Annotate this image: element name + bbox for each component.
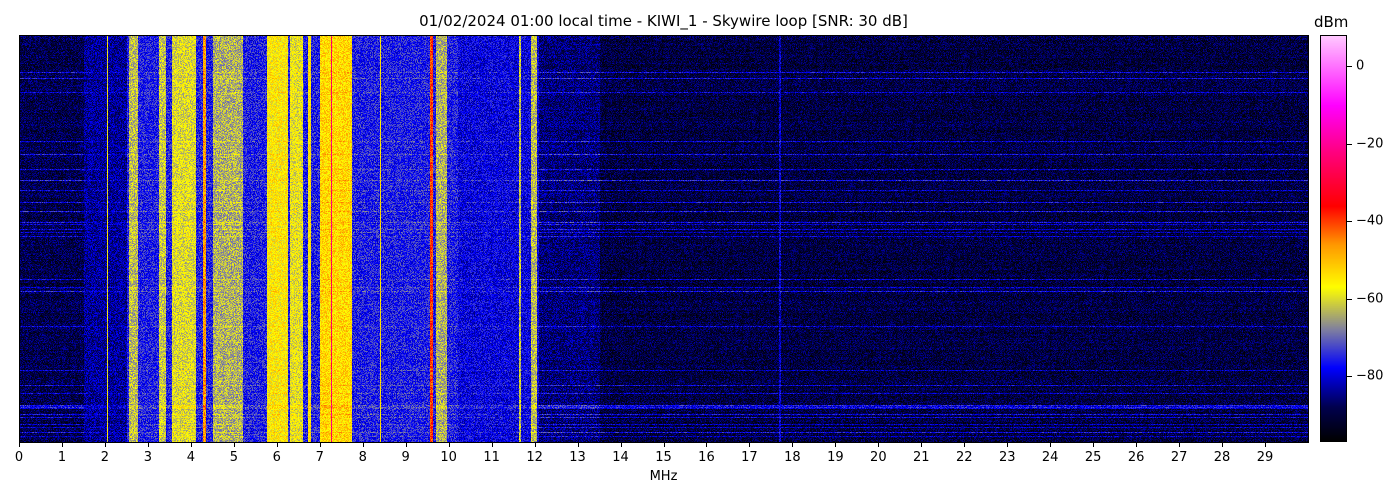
colorbar-tick-label: −20 xyxy=(1356,136,1384,152)
x-tick-label: 0 xyxy=(14,450,24,465)
x-tick-label: 4 xyxy=(186,450,195,465)
x-tick xyxy=(835,442,837,447)
x-tick-label: 25 xyxy=(1084,450,1102,465)
x-tick xyxy=(362,442,364,447)
x-tick-label: 13 xyxy=(569,450,586,465)
chart-title: 01/02/2024 01:00 local time - KIWI_1 - S… xyxy=(419,12,908,30)
x-tick-label: 17 xyxy=(741,450,758,465)
x-tick-label: 22 xyxy=(955,450,973,465)
spectrogram-heatmap xyxy=(19,35,1308,442)
x-tick-label: 21 xyxy=(913,450,930,465)
x-tick-label: 16 xyxy=(698,450,715,465)
x-tick xyxy=(104,442,106,447)
x-tick xyxy=(663,442,665,447)
x-tick-label: 12 xyxy=(526,450,543,465)
x-tick xyxy=(964,442,966,447)
x-tick-label: 20 xyxy=(870,450,887,465)
x-tick-label: 10 xyxy=(440,450,457,465)
x-tick-label: 7 xyxy=(315,450,324,465)
x-tick xyxy=(749,442,751,447)
x-tick-label: 15 xyxy=(655,450,672,465)
x-tick xyxy=(233,442,235,447)
x-tick xyxy=(491,442,493,447)
x-tick xyxy=(319,442,321,447)
x-tick-label: 2 xyxy=(100,450,110,465)
colorbar-tick xyxy=(1347,221,1352,223)
x-tick xyxy=(19,442,20,447)
x-tick-label: 5 xyxy=(229,450,238,465)
x-tick xyxy=(1265,442,1267,447)
x-tick-label: 29 xyxy=(1256,450,1274,465)
plot-area xyxy=(19,35,1308,442)
x-tick-label: 14 xyxy=(612,450,629,465)
x-tick-label: 3 xyxy=(143,450,153,465)
x-tick-label: 24 xyxy=(1041,450,1059,465)
colorbar-label: dBm xyxy=(1314,13,1349,31)
x-tick-label: 23 xyxy=(998,450,1016,465)
x-tick-label: 19 xyxy=(827,450,844,465)
x-tick-label: 27 xyxy=(1170,450,1188,465)
x-tick xyxy=(1136,442,1138,447)
x-tick xyxy=(1007,442,1009,447)
colorbar-tick xyxy=(1347,143,1352,145)
x-tick-label: 8 xyxy=(358,450,367,465)
x-tick-label: 18 xyxy=(784,450,801,465)
x-tick xyxy=(276,442,278,447)
x-tick xyxy=(534,442,536,447)
colorbar-tick-label: 0 xyxy=(1356,58,1365,74)
x-tick xyxy=(1093,442,1095,447)
x-tick xyxy=(147,442,149,447)
x-tick-label: 11 xyxy=(483,450,500,465)
x-tick xyxy=(190,442,192,447)
x-tick xyxy=(1222,442,1224,447)
colorbar-tick xyxy=(1347,66,1352,67)
colorbar-tick-label: −40 xyxy=(1356,213,1384,229)
x-tick xyxy=(405,442,407,447)
x-tick xyxy=(620,442,622,447)
colorbar xyxy=(1320,35,1347,442)
x-tick xyxy=(448,442,450,447)
colorbar-tick-label: −60 xyxy=(1356,291,1384,307)
x-tick xyxy=(921,442,923,447)
colorbar-tick-label: −80 xyxy=(1356,368,1384,384)
x-tick xyxy=(706,442,708,447)
x-tick xyxy=(792,442,794,447)
colorbar-tick xyxy=(1347,298,1352,300)
x-tick-label: 28 xyxy=(1213,450,1231,465)
x-tick xyxy=(577,442,579,447)
colorbar-tick xyxy=(1347,376,1352,378)
x-tick-label: 26 xyxy=(1127,450,1145,465)
x-tick xyxy=(1179,442,1181,447)
x-tick-label: 9 xyxy=(401,450,410,465)
x-tick xyxy=(1050,442,1052,447)
x-tick-label: 6 xyxy=(272,450,281,465)
x-axis-label: MHz xyxy=(649,469,678,484)
x-tick-label: 1 xyxy=(57,450,67,465)
x-tick xyxy=(878,442,880,447)
x-tick xyxy=(61,442,63,447)
